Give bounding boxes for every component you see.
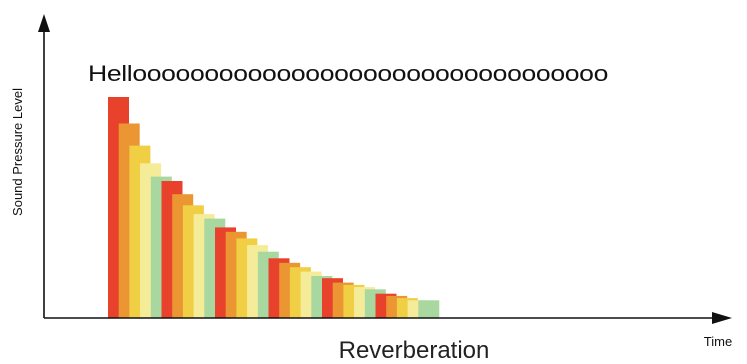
- bars-group: [108, 97, 440, 319]
- x-axis: [44, 312, 732, 324]
- x-axis-arrow-icon: [712, 312, 732, 324]
- chart-caption: Reverberation: [339, 337, 490, 364]
- x-axis-label: Time: [704, 334, 732, 349]
- hello-annotation: Hellooooooooooooooooooooooooooooooooo: [88, 61, 608, 86]
- y-axis-label: Sound Pressure Level: [10, 88, 25, 216]
- y-axis-arrow-icon: [38, 14, 50, 32]
- bar-30: [418, 300, 440, 318]
- y-axis: [38, 14, 50, 318]
